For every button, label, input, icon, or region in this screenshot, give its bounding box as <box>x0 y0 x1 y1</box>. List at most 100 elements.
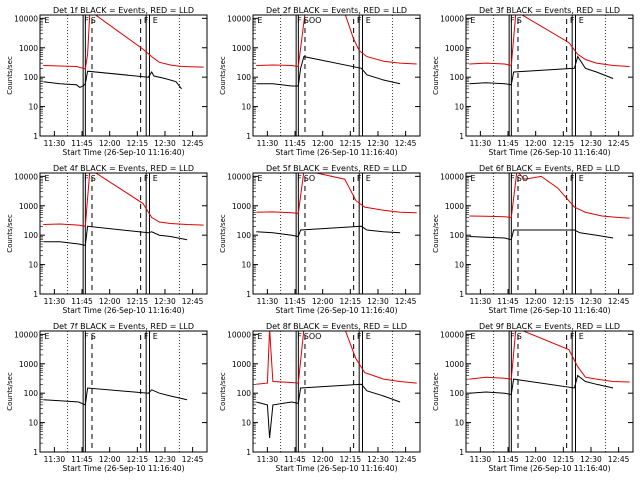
panel-title: Det 8f BLACK = Events, RED = LLD <box>266 322 407 331</box>
y-tick-label: 10 <box>28 419 38 428</box>
interval-marker-label: F <box>84 174 89 183</box>
x-tick-label: 12:45 <box>395 139 417 148</box>
interval-marker-label: F <box>84 16 89 25</box>
x-tick-label: 12:15 <box>127 455 149 464</box>
interval-marker-label: F <box>570 16 575 25</box>
x-axis-label: Start Time (26-Sep-10 11:16:40) <box>276 148 398 157</box>
interval-marker-label: E <box>153 332 158 341</box>
y-tick-label: 100 <box>24 389 39 398</box>
x-tick-label: 12:15 <box>127 297 149 306</box>
interval-marker-label: F <box>570 174 575 183</box>
x-tick-label: 12:00 <box>99 139 121 148</box>
x-tick-label: 11:30 <box>470 139 492 148</box>
x-tick-label: 12:30 <box>367 297 389 306</box>
plot-frame <box>39 14 208 137</box>
interval-marker-label: S <box>91 16 96 25</box>
y-tick-label: 10 <box>241 103 251 112</box>
interval-marker-label: F <box>144 174 149 183</box>
lld-series-line <box>256 15 417 68</box>
panel-title: Det 4f BLACK = Events, RED = LLD <box>53 164 194 173</box>
x-tick-label: 11:45 <box>497 297 519 306</box>
x-axis-label: Start Time (26-Sep-10 11:16:40) <box>489 464 611 473</box>
x-tick-label: 11:45 <box>71 297 93 306</box>
panel-title: Det 1f BLACK = Events, RED = LLD <box>53 6 194 15</box>
interval-marker-label: F <box>357 16 362 25</box>
events-series-line <box>256 56 401 87</box>
interval-marker-label: E <box>366 174 371 183</box>
events-series-line <box>256 225 401 238</box>
x-tick-label: 12:15 <box>340 297 362 306</box>
y-axis-label: Counts/sec <box>219 56 227 95</box>
y-tick-label: 100 <box>237 389 252 398</box>
interval-marker-label: S <box>517 332 522 341</box>
x-tick-label: 12:15 <box>340 455 362 464</box>
x-tick-label: 11:45 <box>71 455 93 464</box>
interval-marker-label: SOO <box>304 332 322 341</box>
x-axis-label: Start Time (26-Sep-10 11:16:40) <box>276 306 398 315</box>
y-tick-label: 1 <box>246 448 251 457</box>
x-tick-label: 11:30 <box>44 139 66 148</box>
x-tick-label: 11:30 <box>44 455 66 464</box>
x-tick-label: 12:45 <box>395 455 417 464</box>
lld-series-line <box>43 15 204 70</box>
interval-marker-label: F <box>357 332 362 341</box>
interval-marker-label: SO <box>517 174 528 183</box>
y-tick-label: 1000 <box>232 44 251 53</box>
x-tick-label: 12:30 <box>154 139 176 148</box>
y-tick-label: 10000 <box>14 14 38 23</box>
plot-frame <box>465 172 634 295</box>
panel-title: Det 9f BLACK = Events, RED = LLD <box>479 322 620 331</box>
interval-marker-label: E <box>470 174 475 183</box>
x-tick-label: 11:45 <box>497 139 519 148</box>
y-tick-label: 10000 <box>227 330 251 339</box>
panel-title: Det 6f BLACK = Events, RED = LLD <box>479 164 620 173</box>
x-tick-label: 11:45 <box>284 297 306 306</box>
y-tick-label: 1000 <box>19 202 38 211</box>
y-axis-label: Counts/sec <box>6 372 14 411</box>
plot-frame <box>39 330 208 453</box>
x-tick-label: 11:30 <box>44 297 66 306</box>
x-tick-label: 12:45 <box>182 297 204 306</box>
y-tick-label: 100 <box>450 389 465 398</box>
interval-marker-label: S <box>517 16 522 25</box>
interval-marker-label: F <box>510 332 515 341</box>
x-tick-label: 12:45 <box>182 139 204 148</box>
y-tick-label: 10000 <box>14 330 38 339</box>
y-axis-label: Counts/sec <box>6 214 14 253</box>
interval-marker-label: E <box>153 174 158 183</box>
x-tick-label: 12:30 <box>367 139 389 148</box>
x-tick-label: 12:00 <box>525 139 547 148</box>
interval-marker-label: E <box>470 332 475 341</box>
lld-series-line <box>43 173 204 227</box>
panel-title: Det 5f BLACK = Events, RED = LLD <box>266 164 407 173</box>
x-tick-label: 12:30 <box>154 297 176 306</box>
lld-series-line <box>256 173 417 214</box>
y-tick-label: 1000 <box>19 360 38 369</box>
x-tick-label: 11:30 <box>470 297 492 306</box>
x-tick-label: 12:30 <box>580 297 602 306</box>
interval-marker-label: E <box>257 332 262 341</box>
x-axis-label: Start Time (26-Sep-10 11:16:40) <box>276 464 398 473</box>
y-tick-label: 1000 <box>19 44 38 53</box>
events-series-line <box>43 387 188 406</box>
y-tick-label: 10000 <box>440 330 464 339</box>
y-tick-label: 10000 <box>440 14 464 23</box>
interval-marker-label: F <box>297 174 302 183</box>
y-tick-label: 1 <box>459 290 464 299</box>
lld-series-line <box>469 331 630 383</box>
panel-title: Det 7f BLACK = Events, RED = LLD <box>53 322 194 331</box>
interval-marker-label: F <box>144 16 149 25</box>
x-tick-label: 11:45 <box>497 455 519 464</box>
x-tick-label: 12:45 <box>395 297 417 306</box>
interval-marker-label: E <box>579 16 584 25</box>
interval-marker-label: F <box>144 332 149 341</box>
plot-frame <box>252 14 421 137</box>
x-tick-label: 12:15 <box>340 139 362 148</box>
